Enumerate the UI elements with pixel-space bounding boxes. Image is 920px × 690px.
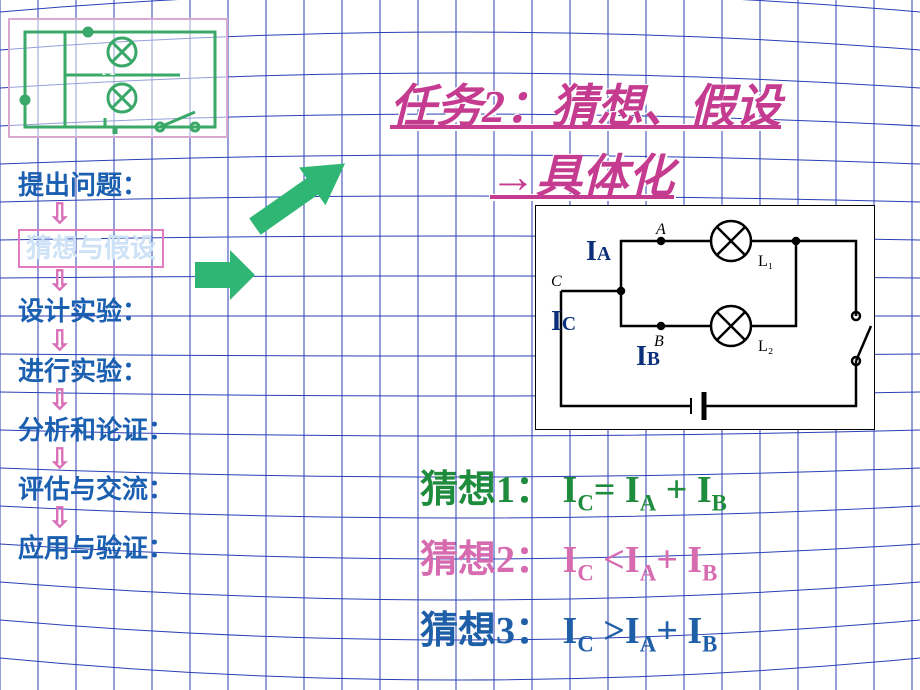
task-title-line2: →具体化 xyxy=(490,140,674,206)
guess-1: 猜想1： IC= IA + IB xyxy=(420,455,727,525)
circuit-lamp-l1: L₁ xyxy=(758,253,773,270)
arrow-diagonal-icon xyxy=(245,150,355,240)
step-run: 进行实验： xyxy=(18,356,174,387)
circuit-node-a: A xyxy=(655,221,666,238)
mini-label-a: A xyxy=(102,59,115,79)
circuit-node-c: C xyxy=(551,273,562,290)
step-analyze: 分析和论证： xyxy=(18,415,174,446)
flow-arrow-icon: ⇩ xyxy=(18,387,174,415)
step-apply: 应用与验证： xyxy=(18,533,174,564)
mini-circuit-diagram: A B C xyxy=(8,18,228,138)
guess-2: 猜想2： IC <IA+ IB xyxy=(420,525,727,595)
flow-arrow-icon: ⇩ xyxy=(18,268,174,296)
label-ib: IB xyxy=(636,341,660,373)
task-title-line1: 任务2：猜想、假设 xyxy=(390,75,781,139)
flowchart-steps: 提出问题： ⇩ 猜想与假设 ⇩ 设计实验： ⇩ 进行实验： ⇩ 分析和论证： ⇩… xyxy=(18,170,174,564)
flow-arrow-icon: ⇩ xyxy=(18,446,174,474)
step-evaluate: 评估与交流： xyxy=(18,474,174,505)
mini-label-b: B xyxy=(80,104,92,124)
flow-arrow-icon: ⇩ xyxy=(18,505,174,533)
flow-arrow-icon: ⇩ xyxy=(18,201,174,229)
step-design: 设计实验： xyxy=(18,296,174,327)
label-ic: IC xyxy=(551,306,576,338)
step-hypothesis: 猜想与假设 xyxy=(18,229,174,268)
step-question: 提出问题： xyxy=(18,170,174,201)
guess-3: 猜想3： IC >IA+ IB xyxy=(420,596,727,666)
circuit-lamp-l2: L₂ xyxy=(758,338,773,355)
mini-label-c: C xyxy=(38,104,51,124)
main-circuit-diagram: A B C L₁ L₂ IA IC IB xyxy=(535,205,875,430)
flow-arrow-icon: ⇩ xyxy=(18,328,174,356)
arrow-right-icon xyxy=(195,250,255,300)
label-ia: IA xyxy=(586,236,611,268)
guesses-list: 猜想1： IC= IA + IB 猜想2： IC <IA+ IB 猜想3： IC… xyxy=(420,455,727,666)
